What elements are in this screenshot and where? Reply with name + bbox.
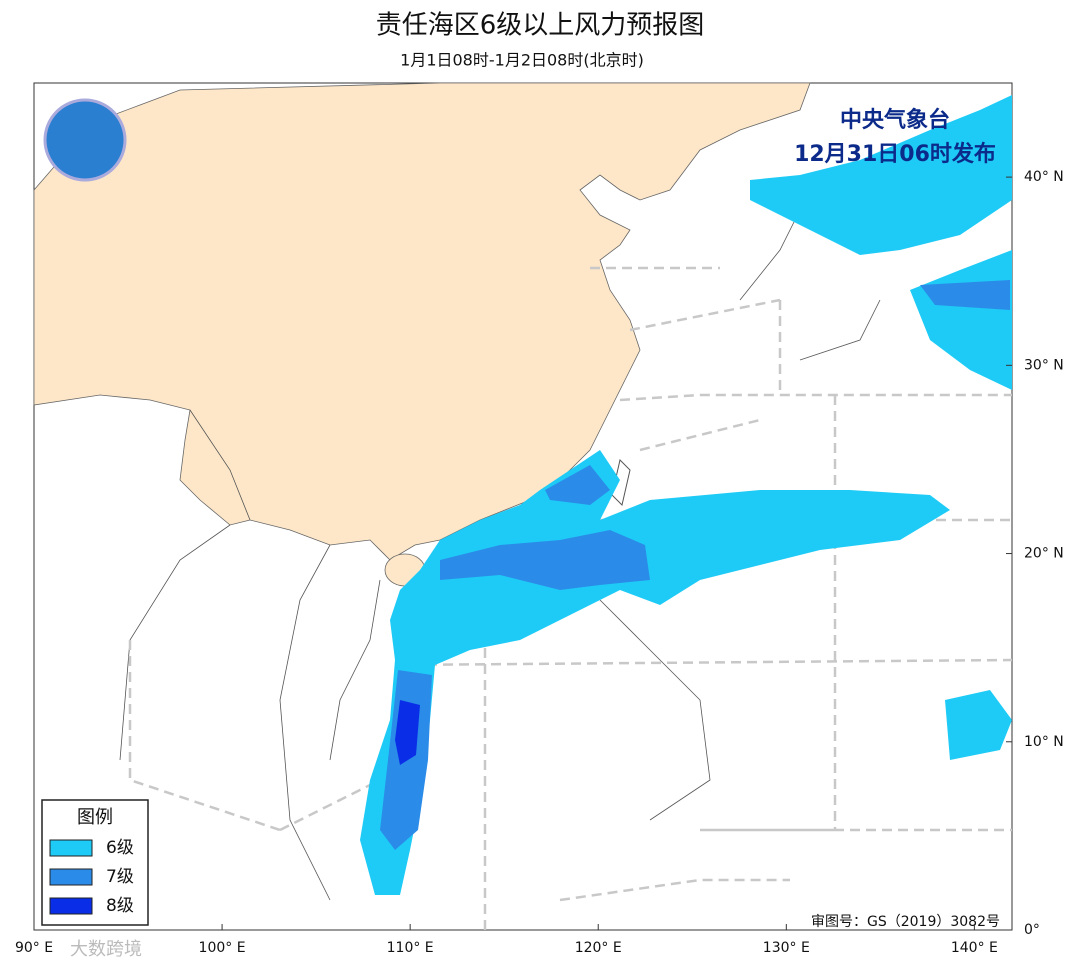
agency: 中央气象台 xyxy=(840,107,950,133)
lat-tick-label: 10° N xyxy=(1024,734,1064,750)
legend-label: 6级 xyxy=(106,838,134,858)
legend-label: 8级 xyxy=(106,896,134,916)
wind-area-7 xyxy=(920,280,1010,310)
wind-area-6 xyxy=(945,690,1012,760)
lon-tick-label: 90° E xyxy=(15,940,53,956)
issue-time: 12月31日06时发布 xyxy=(794,141,996,167)
lat-tick-label: 20° N xyxy=(1024,546,1064,562)
legend-label: 7级 xyxy=(106,867,134,887)
lat-tick-label: 40° N xyxy=(1024,169,1064,185)
map: 中央气象台 12月31日06时发布 审图号：GS（2019）3082号 xyxy=(33,82,1013,931)
legend-swatch xyxy=(49,897,93,915)
borders xyxy=(119,209,881,901)
land-china xyxy=(33,82,811,561)
lon-tick-label: 110° E xyxy=(387,940,434,956)
legend: 图例 6级 7级 8级 xyxy=(41,799,149,926)
legend-title: 图例 xyxy=(77,807,113,828)
review-number: 审图号：GS（2019）3082号 xyxy=(811,914,1000,930)
legend-swatch xyxy=(49,868,93,886)
lon-tick-label: 130° E xyxy=(763,940,810,956)
lat-tick-label: 30° N xyxy=(1024,357,1064,373)
wind-area-6 xyxy=(750,95,1012,255)
legend-swatch xyxy=(49,839,93,857)
lon-tick-label: 140° E xyxy=(951,940,998,956)
subtitle: 1月1日08时-1月2日08时(北京时) xyxy=(400,51,644,70)
logo xyxy=(43,98,127,182)
wind-area-7 xyxy=(545,465,610,505)
title: 责任海区6级以上风力预报图 xyxy=(376,11,705,41)
lon-tick-label: 120° E xyxy=(575,940,622,956)
wind-area-7 xyxy=(440,530,650,590)
watermark: 大数跨境 xyxy=(70,939,142,960)
lon-tick-label: 100° E xyxy=(199,940,246,956)
lat-tick-label: 0° xyxy=(1024,922,1040,938)
wind-area-8 xyxy=(395,700,420,765)
